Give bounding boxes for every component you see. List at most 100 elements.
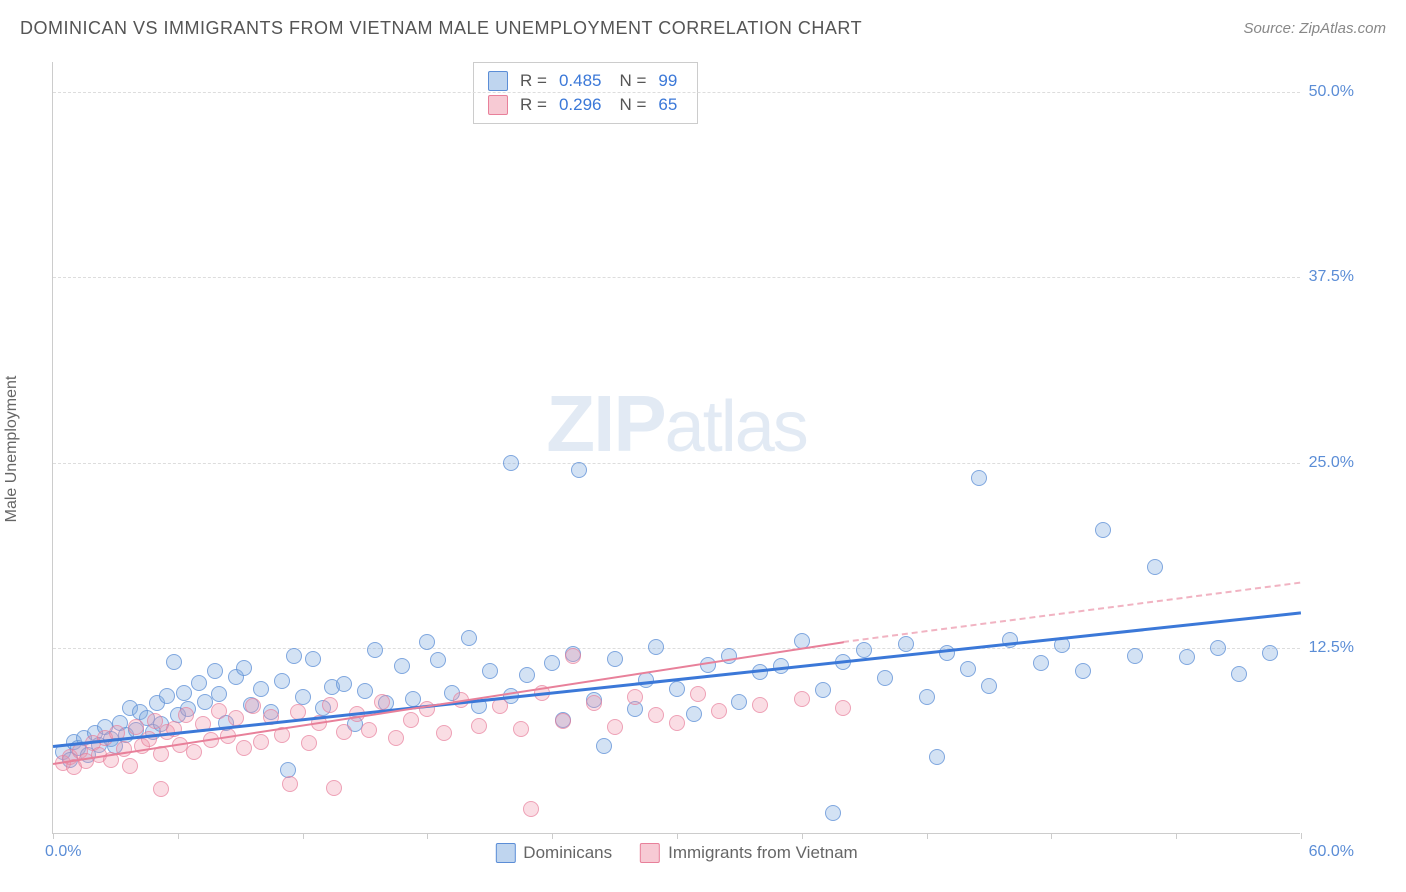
scatter-point — [178, 707, 194, 723]
x-tick — [1051, 833, 1052, 839]
scatter-point — [571, 462, 587, 478]
scatter-point — [1033, 655, 1049, 671]
scatter-point — [471, 718, 487, 734]
x-tick — [178, 833, 179, 839]
x-tick — [1301, 833, 1302, 839]
scatter-point — [648, 639, 664, 655]
stats-legend: R = 0.485 N = 99 R = 0.296 N = 65 — [473, 62, 698, 124]
scatter-point — [336, 724, 352, 740]
x-tick — [552, 833, 553, 839]
scatter-point — [1095, 522, 1111, 538]
scatter-point — [596, 738, 612, 754]
scatter-point — [648, 707, 664, 723]
swatch-blue-icon — [488, 71, 508, 91]
scatter-point — [586, 695, 602, 711]
legend-label-vietnam: Immigrants from Vietnam — [668, 843, 858, 863]
stats-row-vietnam: R = 0.296 N = 65 — [488, 93, 683, 117]
gridline — [53, 463, 1300, 464]
scatter-point — [690, 686, 706, 702]
scatter-point — [186, 744, 202, 760]
swatch-pink-icon — [640, 843, 660, 863]
x-tick — [303, 833, 304, 839]
scatter-point — [503, 455, 519, 471]
scatter-point — [960, 661, 976, 677]
x-tick — [802, 833, 803, 839]
gridline — [53, 648, 1300, 649]
scatter-point — [419, 634, 435, 650]
scatter-point — [388, 730, 404, 746]
scatter-point — [211, 686, 227, 702]
chart-title: DOMINICAN VS IMMIGRANTS FROM VIETNAM MAL… — [20, 18, 862, 39]
n-value-vietnam: 65 — [658, 95, 677, 115]
scatter-point — [367, 642, 383, 658]
scatter-point — [815, 682, 831, 698]
scatter-point — [326, 780, 342, 796]
x-tick — [677, 833, 678, 839]
scatter-point — [336, 676, 352, 692]
swatch-pink-icon — [488, 95, 508, 115]
scatter-point — [519, 667, 535, 683]
x-tick — [1176, 833, 1177, 839]
scatter-point — [929, 749, 945, 765]
r-value-vietnam: 0.296 — [559, 95, 602, 115]
scatter-point — [482, 663, 498, 679]
scatter-point — [405, 691, 421, 707]
scatter-point — [1231, 666, 1247, 682]
watermark-atlas: atlas — [665, 387, 807, 467]
scatter-point — [436, 725, 452, 741]
scatter-point — [357, 683, 373, 699]
scatter-point — [253, 681, 269, 697]
scatter-point — [295, 689, 311, 705]
scatter-point — [981, 678, 997, 694]
scatter-point — [430, 652, 446, 668]
scatter-point — [282, 776, 298, 792]
scatter-point — [919, 689, 935, 705]
scatter-point — [607, 651, 623, 667]
plot-area: ZIPatlas R = 0.485 N = 99 R = 0.296 N = … — [52, 62, 1300, 834]
scatter-point — [236, 660, 252, 676]
gridline — [53, 92, 1300, 93]
r-label: R = — [520, 71, 547, 91]
r-label: R = — [520, 95, 547, 115]
scatter-point — [752, 697, 768, 713]
chart-container: ZIPatlas R = 0.485 N = 99 R = 0.296 N = … — [52, 62, 1342, 834]
scatter-point — [513, 721, 529, 737]
source-attribution: Source: ZipAtlas.com — [1243, 20, 1386, 37]
scatter-point — [669, 681, 685, 697]
x-tick — [53, 833, 54, 839]
legend-label-dominicans: Dominicans — [523, 843, 612, 863]
scatter-point — [166, 654, 182, 670]
scatter-point — [1262, 645, 1278, 661]
x-tick — [927, 833, 928, 839]
y-tick-label: 25.0% — [1309, 454, 1354, 472]
scatter-point — [544, 655, 560, 671]
scatter-point — [176, 685, 192, 701]
scatter-point — [301, 735, 317, 751]
scatter-point — [711, 703, 727, 719]
y-tick-label: 50.0% — [1309, 83, 1354, 101]
scatter-point — [197, 694, 213, 710]
scatter-point — [1075, 663, 1091, 679]
scatter-point — [825, 805, 841, 821]
scatter-point — [523, 801, 539, 817]
scatter-point — [669, 715, 685, 731]
scatter-point — [207, 663, 223, 679]
x-axis-min-label: 0.0% — [45, 843, 81, 861]
scatter-point — [159, 688, 175, 704]
scatter-point — [971, 470, 987, 486]
scatter-point — [1210, 640, 1226, 656]
gridline — [53, 277, 1300, 278]
scatter-point — [939, 645, 955, 661]
n-label: N = — [619, 71, 646, 91]
scatter-point — [322, 697, 338, 713]
n-label: N = — [619, 95, 646, 115]
r-value-dominicans: 0.485 — [559, 71, 602, 91]
x-axis-max-label: 60.0% — [1309, 843, 1354, 861]
trend-line-vietnam-extrapolated — [843, 582, 1301, 643]
bottom-legend: Dominicans Immigrants from Vietnam — [495, 843, 857, 863]
scatter-point — [153, 781, 169, 797]
scatter-point — [835, 700, 851, 716]
watermark: ZIPatlas — [546, 378, 807, 470]
scatter-point — [403, 712, 419, 728]
scatter-point — [394, 658, 410, 674]
